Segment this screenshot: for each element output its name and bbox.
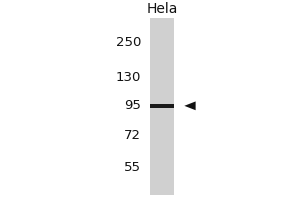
Bar: [150, 104, 174, 108]
Text: 95: 95: [124, 99, 141, 112]
Text: 55: 55: [124, 161, 141, 174]
Text: Hela: Hela: [146, 2, 178, 16]
Text: 250: 250: [116, 36, 141, 49]
Bar: [150, 18, 174, 195]
Polygon shape: [184, 101, 196, 110]
Text: 130: 130: [116, 71, 141, 84]
Text: 72: 72: [124, 129, 141, 142]
